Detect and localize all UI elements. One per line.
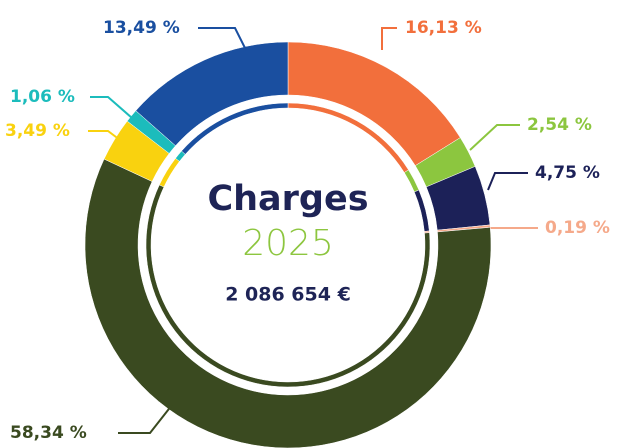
donut-segment xyxy=(287,41,461,173)
center-title: Charges xyxy=(207,179,368,219)
leader-line xyxy=(469,124,520,151)
leader-line xyxy=(381,27,397,50)
value-label: 4,75 % xyxy=(535,163,600,183)
center-subtitle: 2025 xyxy=(242,223,334,264)
donut-segment xyxy=(135,41,289,155)
center-total: 2 086 654 € xyxy=(225,284,351,306)
leader-line xyxy=(487,172,528,191)
value-label: 13,49 % xyxy=(103,18,180,38)
value-label: 3,49 % xyxy=(5,121,70,141)
leader-line xyxy=(88,130,121,141)
value-label: 1,06 % xyxy=(10,87,75,107)
value-label: 0,19 % xyxy=(545,218,610,238)
value-label: 2,54 % xyxy=(527,115,592,135)
leader-line xyxy=(90,96,133,119)
value-label: 58,34 % xyxy=(10,423,87,443)
value-label: 16,13 % xyxy=(405,18,482,38)
leader-line xyxy=(198,27,247,51)
leader-line xyxy=(118,404,173,434)
